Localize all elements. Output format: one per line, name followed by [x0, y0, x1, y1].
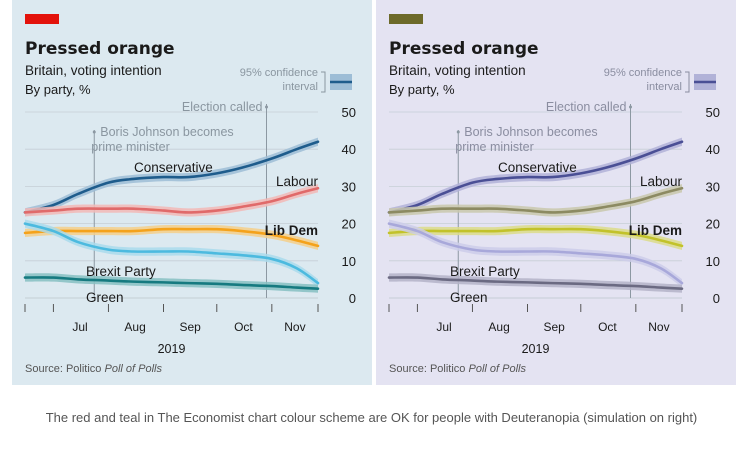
series-line-brexit-party: [23, 222, 320, 285]
figure-caption: The red and teal in The Economist chart …: [0, 408, 743, 428]
chart-subtitle: Britain, voting intention: [25, 63, 162, 78]
series-line-lib-dem: [387, 227, 684, 248]
series-line-conservative: [387, 140, 684, 214]
annotation-text: prime minister: [455, 140, 533, 154]
series-label: Labour: [276, 174, 319, 189]
x-tick-label: Jul: [72, 320, 87, 334]
x-tick-label: Nov: [648, 320, 669, 334]
accent-bar: [389, 14, 423, 24]
series-label: Lib Dem: [265, 223, 318, 238]
ci-legend-bracket: [685, 71, 690, 93]
y-tick-label: 0: [713, 291, 720, 306]
chart-subtitle: Britain, voting intention: [389, 63, 526, 78]
annotation-dot: [456, 130, 460, 134]
annotation-text: prime minister: [91, 140, 170, 154]
chart-svg: Pressed orange Britain, voting intention B…: [376, 0, 736, 385]
series-label: Lib Dem: [629, 223, 682, 238]
source-note: Source: Politico Poll of Polls: [25, 363, 162, 375]
x-tick-label: Nov: [284, 320, 305, 334]
chart-panel-deuteranopia: Pressed orange Britain, voting intention B…: [376, 0, 736, 385]
caption-text: The red and teal in The Economist chart …: [45, 410, 698, 425]
chart-svg: Pressed orange Britain, voting intention B…: [12, 0, 372, 385]
y-tick-label: 0: [349, 291, 356, 306]
annotation-text: Boris Johnson becomes: [464, 125, 597, 139]
annotation-text: Boris Johnson becomes: [100, 125, 233, 139]
y-tick-label: 30: [342, 179, 356, 194]
ci-legend-label: interval: [283, 81, 318, 93]
y-tick-label: 40: [706, 142, 720, 157]
x-tick-label: Aug: [124, 320, 145, 334]
annotation-dot: [92, 130, 96, 134]
y-tick-label: 10: [342, 254, 356, 269]
source-italic: Poll of Polls: [468, 363, 526, 375]
y-tick-label: 10: [706, 254, 720, 269]
series-label: Green: [450, 290, 488, 305]
source-prefix: Source: Politico: [25, 363, 104, 375]
ci-legend-label: interval: [647, 81, 682, 93]
x-tick-label: Oct: [234, 320, 253, 334]
source-italic: Poll of Polls: [104, 363, 162, 375]
series-line-green: [387, 276, 684, 290]
ci-legend-bracket: [321, 71, 326, 93]
x-tick-label: Jul: [436, 320, 451, 334]
y-tick-label: 50: [342, 105, 356, 120]
x-axis-label: 2019: [158, 342, 186, 356]
annotation-text: Election called: [546, 100, 627, 114]
annotation-text: Election called: [182, 100, 263, 114]
x-tick-label: Aug: [488, 320, 509, 334]
series-line-labour: [387, 186, 684, 214]
series-label: Green: [86, 290, 124, 305]
series-label: Brexit Party: [86, 264, 156, 279]
unit-label: By party, %: [389, 82, 455, 97]
unit-label: By party, %: [25, 82, 91, 97]
series-line-lib-dem: [23, 227, 320, 248]
series-line-brexit-party: [387, 222, 684, 285]
x-tick-label: Sep: [179, 320, 201, 334]
annotation-dot: [629, 105, 633, 109]
chart-panel-original: Pressed orange Britain, voting intention B…: [12, 0, 372, 385]
y-tick-label: 40: [342, 142, 356, 157]
y-tick-label: 20: [706, 217, 720, 232]
series-label: Conservative: [498, 160, 577, 175]
source-note: Source: Politico Poll of Polls: [389, 363, 526, 375]
series-line-green: [23, 276, 320, 290]
series-line-labour: [23, 186, 320, 214]
ci-legend-label: 95% confidence: [240, 67, 318, 79]
source-prefix: Source: Politico: [389, 363, 468, 375]
accent-bar: [25, 14, 59, 24]
x-axis-label: 2019: [522, 342, 550, 356]
y-tick-label: 50: [706, 105, 720, 120]
chart-title: Pressed orange: [389, 39, 539, 59]
y-tick-label: 20: [342, 217, 356, 232]
x-tick-label: Sep: [543, 320, 565, 334]
series-line-conservative: [23, 140, 320, 214]
annotation-dot: [265, 105, 269, 109]
series-band-brexit-party: [25, 219, 318, 288]
y-tick-label: 30: [706, 179, 720, 194]
series-label: Brexit Party: [450, 264, 520, 279]
series-label: Labour: [640, 174, 683, 189]
series-label: Conservative: [134, 160, 213, 175]
chart-title: Pressed orange: [25, 39, 175, 59]
x-tick-label: Oct: [598, 320, 617, 334]
series-band-brexit-party: [389, 219, 682, 288]
ci-legend-label: 95% confidence: [604, 67, 682, 79]
